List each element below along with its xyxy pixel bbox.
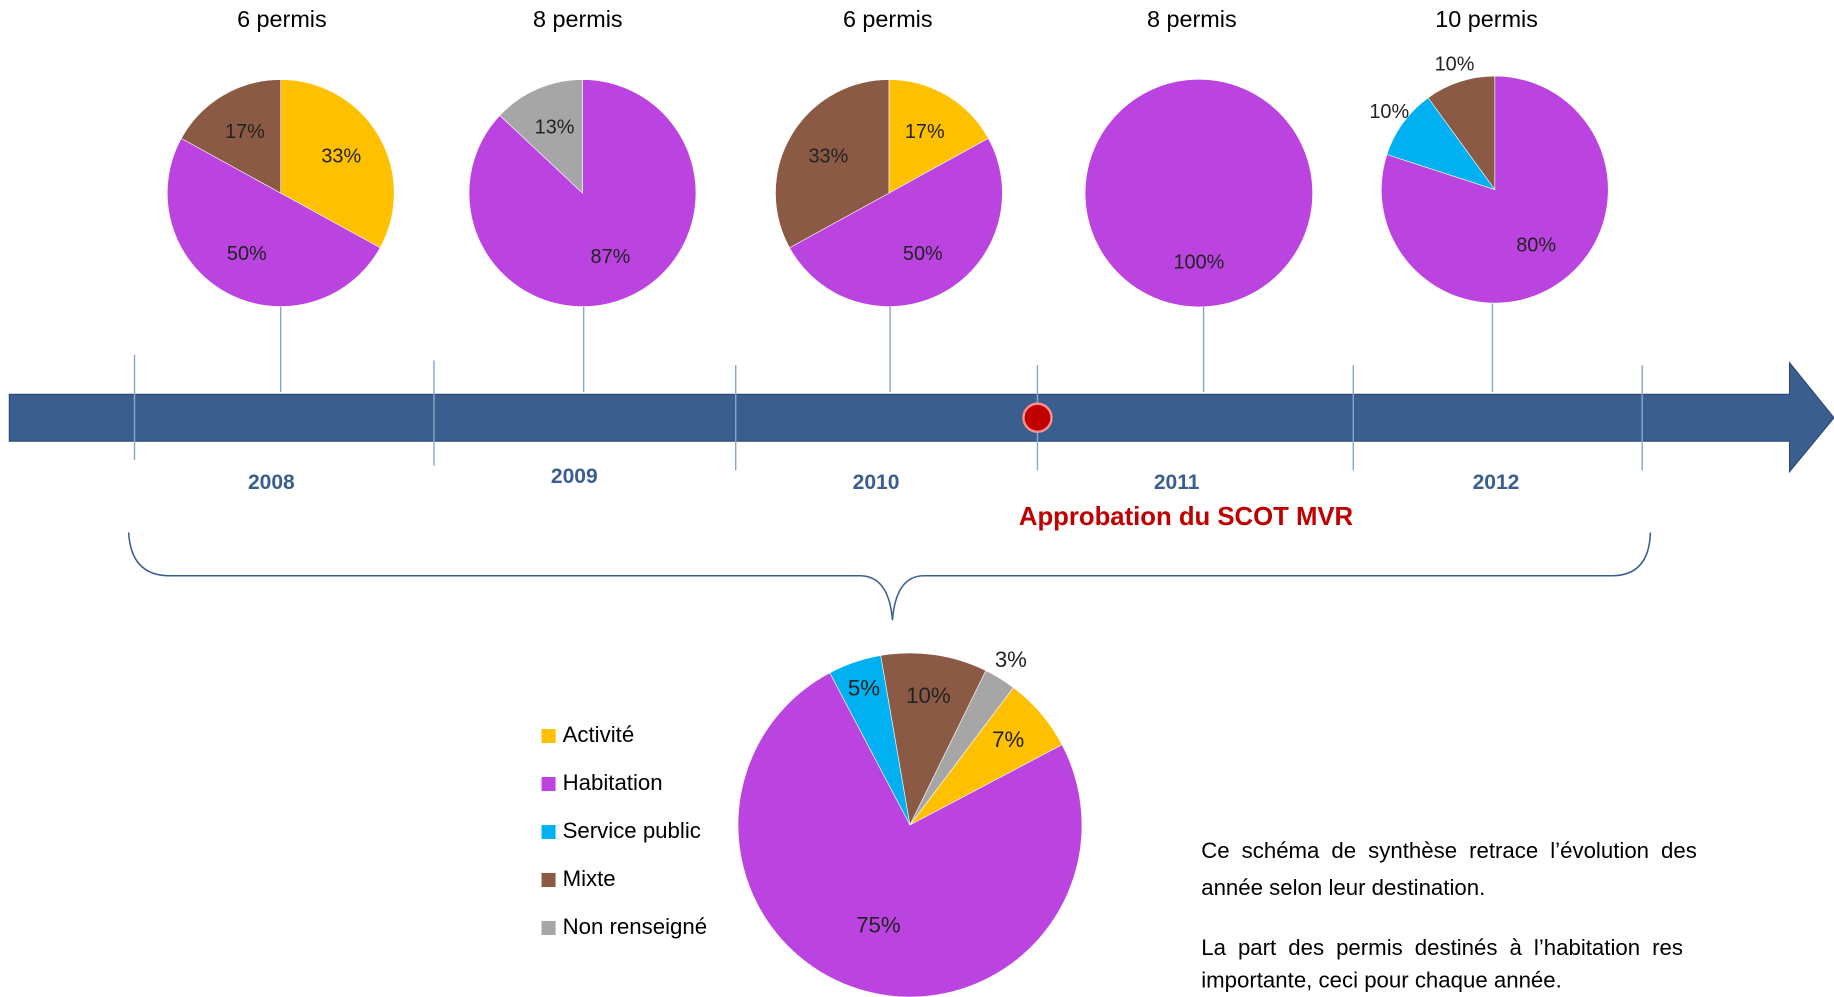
- slice-label: 13%: [535, 117, 575, 139]
- slice-label: 10%: [1369, 101, 1409, 123]
- pie-title: 6 permis: [237, 6, 327, 32]
- note-line: La part des permis destinés à l’habitati…: [1201, 935, 1683, 960]
- note-line: année selon leur destination.: [1201, 875, 1485, 900]
- legend-swatch: [541, 729, 556, 744]
- legend-label: Activité: [563, 722, 635, 747]
- slice-label: 33%: [321, 146, 361, 168]
- slice-label: 80%: [1516, 235, 1556, 257]
- pie-slice: [180, 79, 282, 194]
- timeline-ticks: [133, 354, 1643, 471]
- milestone-dot: [1022, 402, 1053, 433]
- brace: [127, 532, 1652, 621]
- slice-label: 75%: [856, 913, 900, 938]
- slice-label: 7%: [992, 727, 1024, 752]
- legend-label: Non renseigné: [563, 914, 707, 939]
- pie-slice: [1085, 79, 1313, 307]
- pie-slice: [888, 79, 989, 194]
- note-line: Ce schéma de synthèse retrace l’évolutio…: [1201, 838, 1697, 863]
- pie-slice: [1386, 97, 1496, 191]
- slice-label: 5%: [848, 676, 880, 701]
- legend-label: Mixte: [563, 866, 616, 891]
- year-label: 2011: [1154, 471, 1200, 494]
- pie-slice: [499, 79, 583, 194]
- annotation: Approbation du SCOT MVR: [1019, 503, 1354, 531]
- year-label: 2008: [248, 471, 295, 494]
- pie-connectors: [280, 303, 1494, 393]
- pie-slice: [167, 138, 381, 307]
- slice-label: 17%: [225, 121, 265, 143]
- pie-slice: [737, 672, 1083, 997]
- pie-slice: [280, 79, 395, 249]
- legend-label: Habitation: [563, 770, 663, 795]
- slice-label: 17%: [905, 121, 945, 143]
- pie-slice: [1427, 75, 1496, 191]
- pie-slice: [909, 670, 1014, 826]
- pie-slice: [789, 138, 1003, 307]
- pie-title: 8 permis: [533, 6, 623, 32]
- pie-title: 10 permis: [1435, 6, 1538, 32]
- legend-label: Service public: [563, 818, 701, 843]
- pie-slice: [880, 652, 987, 826]
- legend-swatch: [541, 824, 556, 840]
- slice-label: 87%: [591, 246, 631, 268]
- legend-swatch: [541, 872, 556, 888]
- year-label: 2009: [551, 465, 598, 488]
- slice-label: 10%: [1435, 54, 1475, 76]
- slice-label: 10%: [906, 683, 950, 708]
- pie-title: 6 permis: [843, 6, 933, 32]
- timeline: Approbation du SCOT MVR: [8, 303, 1834, 621]
- slice-label: 3%: [995, 647, 1027, 672]
- year-label: 2010: [853, 471, 900, 494]
- slice-label: 100%: [1173, 252, 1224, 274]
- legend-swatch: [541, 777, 556, 792]
- pie-title: 8 permis: [1147, 6, 1237, 32]
- note-line: importante, ceci pour chaque année.: [1201, 968, 1562, 993]
- timeline-arrow: [8, 361, 1834, 474]
- slice-label: 33%: [808, 146, 848, 168]
- pie-slice: [1381, 75, 1609, 304]
- legend-swatch: [541, 920, 556, 935]
- pie-slice: [775, 79, 890, 249]
- year-label: 2012: [1473, 471, 1520, 494]
- slice-label: 50%: [227, 243, 267, 265]
- slice-label: 50%: [903, 243, 943, 265]
